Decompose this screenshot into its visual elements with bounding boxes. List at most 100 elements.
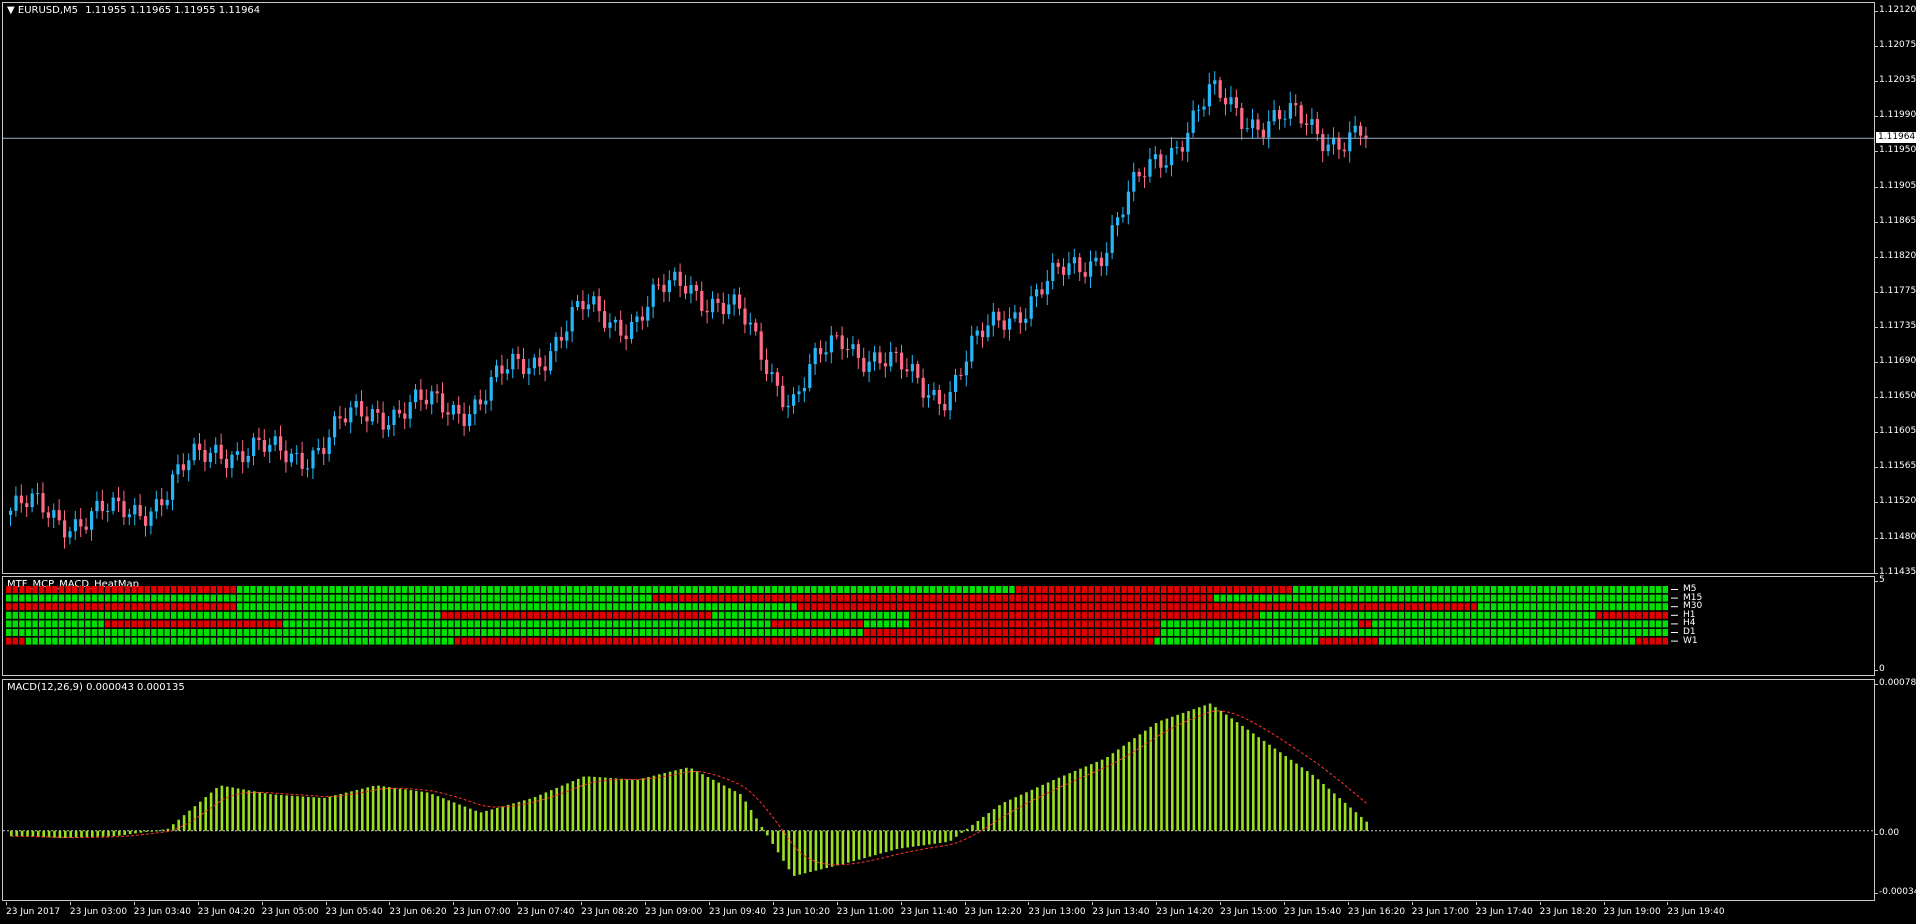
heatmap-cell (468, 637, 474, 645)
heatmap-cell (765, 603, 771, 611)
heatmap-cell (1029, 594, 1035, 602)
candle (424, 389, 428, 410)
candle (1132, 162, 1136, 202)
heatmap-cell (864, 637, 870, 645)
heatmap-cell (1563, 594, 1569, 602)
heatmap-cell (157, 629, 164, 636)
heatmap-cell (118, 637, 124, 645)
heatmap-cell (296, 594, 302, 602)
heatmap-cell (157, 611, 164, 619)
heatmap-pane[interactable]: MTF_MCP_MACD_HeatMap M5 M15 M30 H1 H4 D1 W1 (2, 576, 1875, 676)
heatmap-cell (1372, 611, 1378, 619)
collapse-triangle-icon[interactable]: ▼ (7, 5, 15, 16)
heatmap-cell (1524, 620, 1530, 628)
heatmap-cell (850, 620, 857, 628)
heatmap-cell (19, 586, 25, 593)
candle (819, 340, 823, 363)
macd-bar (1203, 705, 1206, 831)
heatmap-cell (428, 586, 434, 593)
heatmap-cell (910, 603, 916, 611)
macd-bar (809, 830, 812, 872)
heatmap-cell (1081, 594, 1088, 602)
heatmap-cell (1524, 594, 1530, 602)
macd-bar (933, 830, 936, 844)
heatmap-cell (864, 594, 870, 602)
heatmap-cell (85, 629, 91, 636)
heatmap-cell (1042, 620, 1048, 628)
heatmap-cell (593, 586, 599, 593)
heatmap-cell (1431, 586, 1437, 593)
heatmap-cell (1161, 603, 1167, 611)
heatmap-cell (197, 594, 203, 602)
heatmap-cell (1372, 637, 1378, 645)
candle (516, 346, 520, 370)
heatmap-cell (322, 637, 329, 645)
candle (549, 342, 553, 375)
heatmap-cell (1418, 637, 1424, 645)
macd-bar (944, 830, 947, 843)
heatmap-cell (1240, 620, 1246, 628)
heatmap-cell (243, 586, 249, 593)
heatmap-cell (270, 586, 276, 593)
heatmap-cell (547, 611, 553, 619)
heatmap-cell (844, 586, 850, 593)
candle (597, 288, 601, 323)
heatmap-cell (1260, 594, 1266, 602)
candle (635, 311, 639, 333)
candle (630, 314, 634, 344)
heatmap-cell (771, 629, 777, 636)
heatmap-cell (454, 629, 461, 636)
heatmap-cell (1200, 637, 1206, 645)
heatmap-cell (837, 603, 843, 611)
heatmap-cell (1576, 594, 1583, 602)
heatmap-cell (1108, 603, 1114, 611)
heatmap-cell (342, 586, 348, 593)
candle (1072, 248, 1076, 274)
price-axis-tick: 1.11650 (1874, 391, 1916, 402)
candle (883, 352, 887, 378)
heatmap-cell (936, 637, 942, 645)
macd-bar (663, 773, 666, 831)
heatmap-cell (435, 611, 441, 619)
heatmap-cell (111, 594, 117, 602)
heatmap-cell (639, 637, 645, 645)
candle (759, 322, 763, 371)
candle (522, 347, 526, 379)
macd-bar (1052, 780, 1055, 831)
heatmap-cell (1385, 603, 1391, 611)
heatmap-cell (857, 629, 863, 636)
heatmap-cell (1002, 586, 1008, 593)
heatmap-cell (613, 586, 619, 593)
heatmap-cell (118, 611, 124, 619)
price-chart-pane[interactable]: ▼ EURUSD,M5 1.11955 1.11965 1.11955 1.11… (2, 2, 1875, 574)
heatmap-cell (65, 629, 71, 636)
heatmap-cell (138, 629, 144, 636)
macd-bar (1030, 789, 1034, 831)
heatmap-row-label: W1 (1683, 635, 1698, 646)
heatmap-cell (1180, 611, 1187, 619)
macd-bar (901, 830, 904, 849)
candle (1224, 88, 1228, 116)
macd-bar (1117, 749, 1120, 831)
candle (1180, 140, 1184, 161)
heatmap-cell (633, 620, 639, 628)
macd-bar (1252, 733, 1255, 831)
heatmap-cell (652, 603, 659, 611)
heatmap-cell (138, 594, 144, 602)
heatmap-cell (672, 586, 678, 593)
price-axis-tick: 1.11905 (1874, 180, 1916, 191)
heatmap-cell (672, 611, 678, 619)
candle (495, 359, 499, 383)
macd-pane[interactable]: MACD(12,26,9) 0.000043 0.000135 (2, 679, 1875, 901)
heatmap-cell (1108, 594, 1114, 602)
heatmap-cell (349, 594, 355, 602)
heatmap-cell (52, 620, 58, 628)
heatmap-cell (1359, 594, 1365, 602)
heatmap-cell (105, 603, 111, 611)
heatmap-cell (1306, 620, 1312, 628)
heatmap-cell (1524, 629, 1530, 636)
heatmap-cell (1405, 611, 1411, 619)
macd-bar (1111, 753, 1115, 831)
heatmap-cell (831, 637, 837, 645)
time-axis-tick: 23 Jun 15:40 (1284, 902, 1342, 917)
